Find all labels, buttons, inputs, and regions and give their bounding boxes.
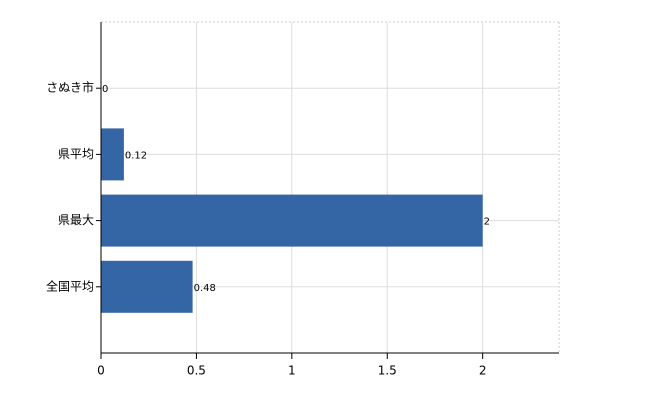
bar <box>101 128 124 181</box>
bar <box>101 194 483 247</box>
x-tick-label: 1.5 <box>378 364 397 378</box>
x-tick-label: 0.5 <box>187 364 206 378</box>
x-tick-label: 0 <box>97 364 105 378</box>
value-label: 0.12 <box>125 150 147 161</box>
value-label: 2 <box>484 217 490 228</box>
y-tick-label: 全国平均 <box>46 278 94 293</box>
y-tick-label: さぬき市 <box>46 80 94 95</box>
value-label: 0.48 <box>194 283 216 294</box>
value-label: 0 <box>102 84 108 95</box>
y-tick-label: 県最大 <box>58 213 94 227</box>
x-tick-label: 2 <box>479 364 487 378</box>
y-tick-label: 県平均 <box>58 147 94 161</box>
bar <box>101 260 193 313</box>
x-tick-label: 1 <box>288 364 296 378</box>
